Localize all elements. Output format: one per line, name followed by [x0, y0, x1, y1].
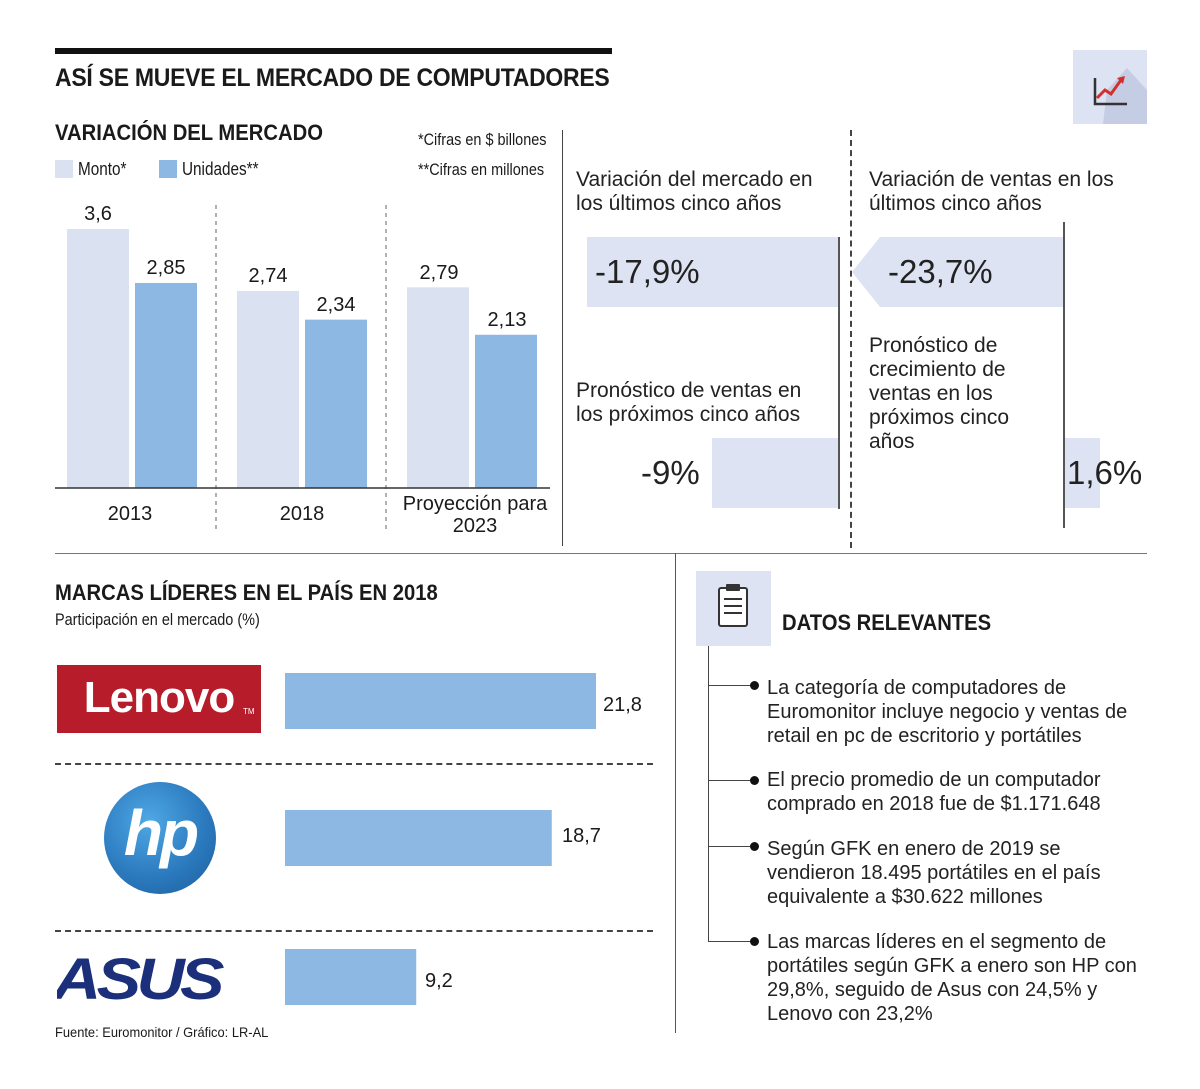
asus-logo: ASUS	[57, 955, 263, 1005]
datos-tick-2	[708, 780, 752, 781]
brand-separator-1	[55, 763, 653, 765]
brand-separator-2	[55, 930, 653, 932]
note-billions: *Cifras en $ billones	[418, 130, 547, 149]
stat-value-sales-variation: -23,7%	[888, 253, 993, 290]
brand-bar-asus	[285, 949, 417, 1005]
bar-monto-1	[237, 290, 299, 488]
header-rule	[55, 48, 612, 54]
bar-monto-2	[407, 287, 469, 488]
brand-bar-hp	[285, 810, 552, 866]
bar-label-unidades-2018: 2,34	[316, 294, 356, 316]
divider-vertical-left	[562, 130, 563, 546]
divider-horizontal	[55, 553, 1147, 554]
page-title: ASÍ SE MUEVE EL MERCADO DE COMPUTADORES	[55, 64, 610, 92]
market-bar-chart	[55, 205, 550, 530]
datos-item-3: Según GFK en enero de 2019 se vendieron …	[767, 838, 1101, 908]
stat-bar-sales-variation	[852, 237, 1064, 307]
datos-bullet-4	[750, 937, 759, 946]
datos-tick-4	[708, 941, 752, 942]
lenovo-logo-text: Lenovo	[83, 673, 235, 722]
asus-logo-text: ASUS	[57, 955, 225, 1005]
bar-label-monto-2013: 3,6	[84, 203, 112, 225]
legend-swatch-monto	[55, 160, 73, 178]
datos-title: DATOS RELEVANTES	[782, 610, 992, 635]
stat-bar-sales-forecast	[712, 438, 838, 508]
datos-item-2: El precio promedio de un computador comp…	[767, 769, 1101, 815]
datos-connector-line	[708, 646, 709, 942]
bar-monto-0	[67, 229, 129, 488]
datos-item-4: Las marcas líderes en el segmento de por…	[767, 931, 1137, 1025]
datos-bullet-3	[750, 842, 759, 851]
brands-chart-title: MARCAS LÍDERES EN EL PAÍS EN 2018	[55, 580, 438, 605]
brand-value-lenovo: 21,8	[603, 694, 642, 716]
stat-label-market-variation: Variación del mercado en los últimos cin…	[576, 168, 813, 215]
datos-tick-3	[708, 846, 752, 847]
category-label-2018: 2018	[279, 503, 325, 525]
stat-axis-left	[838, 237, 840, 509]
datos-tick-1	[708, 685, 752, 686]
trend-chart-icon	[1093, 68, 1147, 124]
bar-label-unidades-2023: 2,13	[487, 309, 527, 331]
source-note: Fuente: Euromonitor / Gráfico: LR-AL	[55, 1024, 269, 1040]
datos-icon-box	[696, 571, 771, 646]
stat-label-sales-variation: Variación de ventas en los últimos cinco…	[869, 168, 1114, 215]
divider-vertical-dashed	[850, 130, 852, 548]
category-label-2013: 2013	[107, 503, 153, 525]
divider-vertical-bottom	[675, 553, 676, 1033]
lenovo-logo: Lenovo TM	[57, 665, 261, 733]
stat-bar-growth-forecast	[1065, 438, 1100, 508]
legend-label-unidades: Unidades**	[182, 159, 259, 179]
stat-value-market-variation: -17,9%	[595, 253, 700, 290]
stat-bar-market-variation	[587, 237, 840, 307]
datos-item-1: La categoría de computadores de Euromoni…	[767, 677, 1128, 747]
bar-label-unidades-2013: 2,85	[146, 257, 186, 279]
brand-value-hp: 18,7	[562, 825, 601, 847]
stat-label-growth-forecast: Pronóstico de crecimiento de ventas en l…	[869, 334, 1010, 453]
stat-axis-right	[1063, 222, 1065, 528]
market-chart-title: VARIACIÓN DEL MERCADO	[55, 120, 324, 145]
datos-bullet-1	[750, 681, 759, 690]
bar-unidades-2	[475, 334, 537, 488]
clipboard-icon	[718, 584, 748, 627]
bar-unidades-0	[135, 282, 197, 488]
stat-value-sales-forecast: -9%	[641, 454, 700, 491]
category-label-2023: Proyección para 2023	[402, 493, 548, 537]
brands-chart-subtitle: Participación en el mercado (%)	[55, 610, 260, 629]
legend-label-monto: Monto*	[78, 159, 127, 179]
header-icon-box	[1073, 50, 1147, 124]
legend-swatch-unidades	[159, 160, 177, 178]
bar-label-monto-2018: 2,74	[248, 265, 288, 287]
stat-label-sales-forecast: Pronóstico de ventas en los próximos cin…	[576, 379, 802, 426]
brand-value-asus: 9,2	[425, 970, 453, 992]
lenovo-tm-mark: TM	[243, 707, 255, 716]
bar-label-monto-2023: 2,79	[419, 262, 459, 284]
note-millions: **Cifras en millones	[418, 160, 545, 179]
bar-unidades-1	[305, 319, 367, 488]
brands-bar-chart	[285, 673, 596, 1005]
hp-logo: hp	[104, 782, 216, 894]
stat-value-growth-forecast: 1,6%	[1067, 454, 1143, 491]
brand-bar-lenovo	[285, 673, 596, 729]
hp-logo-text: hp	[123, 797, 199, 869]
datos-bullet-2	[750, 776, 759, 785]
